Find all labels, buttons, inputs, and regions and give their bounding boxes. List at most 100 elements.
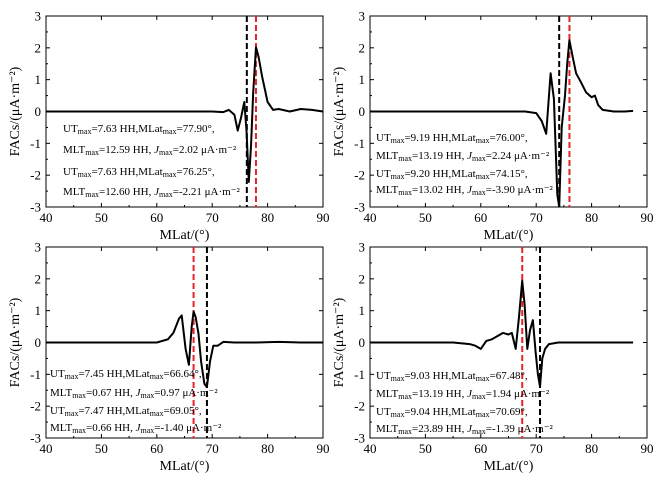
y-tick-label: 2 bbox=[35, 40, 42, 55]
annotation-line-ut: UTmax=7.47 HH,MLatmax=69.05°, bbox=[50, 405, 202, 418]
mlat-value: =66.64°, bbox=[164, 368, 202, 380]
mlt-value: =12.59 HH, bbox=[99, 144, 154, 156]
mlat-value: =74.15°, bbox=[490, 168, 528, 180]
mlt-value: =13.19 HH, bbox=[412, 388, 467, 400]
mlat-value: =70.69°, bbox=[490, 406, 528, 418]
ut-subscript: max bbox=[65, 372, 79, 381]
panel-4: 40 50 60 70 80 90 -3 -2 -1 0 1 2 3 MLat/(°) FACs/(μA·m… bbox=[332, 240, 654, 475]
panel-3: 40 50 60 70 80 90 -3 -2 -1 0 1 2 3 MLat/(°) FACs/(μA·m… bbox=[8, 240, 330, 475]
ut-label: UT bbox=[376, 132, 391, 144]
y-tick-label: 1 bbox=[359, 72, 366, 87]
y-tick-label: -1 bbox=[30, 367, 41, 382]
j-value: =2.02 μA·m⁻² bbox=[173, 144, 237, 156]
y-tick-label: 2 bbox=[359, 271, 366, 286]
x-tick-label: 40 bbox=[40, 210, 53, 225]
y-axis-label: FACs/(μA·m⁻²) bbox=[332, 297, 347, 387]
mlt-value: =13.02 HH, bbox=[412, 184, 467, 196]
y-tick-label: -1 bbox=[30, 136, 41, 151]
j-value: =0.97 μA·m⁻² bbox=[154, 387, 218, 399]
j-label: J bbox=[136, 422, 142, 434]
ut-label: UT bbox=[376, 370, 391, 382]
y-tick-label: 1 bbox=[359, 303, 366, 318]
panel-2: 40 50 60 70 80 90 -3 -2 -1 0 1 2 3 MLat/(°) FACs/(μA·m… bbox=[332, 9, 654, 244]
y-tick-label: -1 bbox=[354, 367, 365, 382]
j-subscript: max bbox=[472, 392, 486, 401]
annotation-line-mlt: MLTmax=12.60 HH, Jmax=-2.21 μA·m⁻² bbox=[63, 186, 240, 199]
ut-subscript: max bbox=[391, 136, 405, 145]
j-value: =1.94 μA·m⁻² bbox=[486, 388, 550, 400]
annotation-line-ut: UTmax=7.45 HH,MLatmax=66.64°, bbox=[50, 368, 202, 381]
x-tick-label: 60 bbox=[150, 441, 163, 456]
ut-subscript: max bbox=[65, 409, 79, 418]
facs-line bbox=[46, 46, 323, 183]
y-tick-label: 3 bbox=[359, 9, 366, 24]
j-value: =-3.90 μA·m⁻² bbox=[486, 184, 554, 196]
mlat-subscript: max bbox=[150, 409, 164, 418]
x-tick-label: 90 bbox=[641, 210, 654, 225]
mlt-subscript: max bbox=[398, 427, 412, 436]
y-tick-label: 0 bbox=[359, 335, 366, 350]
x-axis-label: MLat/(°) bbox=[484, 459, 534, 474]
mlt-value: =13.19 HH, bbox=[412, 150, 467, 162]
mlat-value: =69.05°, bbox=[164, 405, 202, 417]
j-subscript: max bbox=[472, 188, 486, 197]
y-tick-label: 3 bbox=[35, 240, 42, 255]
y-tick-label: 1 bbox=[35, 72, 42, 87]
mlat-subscript: max bbox=[476, 172, 490, 181]
y-axis-label: FACs/(μA·m⁻²) bbox=[8, 66, 23, 156]
facs-line bbox=[46, 310, 323, 389]
x-tick-label: 60 bbox=[474, 441, 487, 456]
y-tick-label: -3 bbox=[354, 431, 365, 446]
x-axis-label: MLat/(°) bbox=[484, 228, 534, 243]
mlat-value: =76.00°, bbox=[490, 132, 528, 144]
x-tick-label: 50 bbox=[95, 210, 108, 225]
x-axis-label: MLat/(°) bbox=[160, 459, 210, 474]
j-label: J bbox=[467, 423, 473, 435]
j-label: J bbox=[154, 144, 160, 156]
mlat-subscript: max bbox=[163, 170, 177, 179]
mlt-label: MLT bbox=[376, 184, 398, 196]
ut-value: =7.63 HH,MLat bbox=[91, 123, 162, 135]
y-tick-label: -2 bbox=[354, 168, 365, 183]
ut-value: =9.20 HH,MLat bbox=[404, 168, 475, 180]
annotation-line-mlt: MLTmax=23.89 HH, Jmax=-1.39 μA·m⁻² bbox=[376, 423, 553, 436]
j-label: J bbox=[467, 150, 473, 162]
annotation-line-ut: UTmax=7.63 HH,MLatmax=77.90°, bbox=[63, 123, 215, 136]
j-subscript: max bbox=[140, 426, 154, 435]
y-tick-label: -2 bbox=[30, 399, 41, 414]
mlat-subscript: max bbox=[476, 410, 490, 419]
y-tick-label: -3 bbox=[354, 200, 365, 215]
x-tick-label: 70 bbox=[206, 210, 219, 225]
x-tick-label: 90 bbox=[317, 441, 330, 456]
mlt-label: MLT bbox=[376, 423, 398, 435]
mlat-subscript: max bbox=[476, 136, 490, 145]
annotation-line-ut: UTmax=9.19 HH,MLatmax=76.00°, bbox=[376, 132, 528, 145]
x-tick-label: 50 bbox=[419, 210, 432, 225]
mlt-label: MLT bbox=[50, 422, 72, 434]
y-tick-label: 2 bbox=[35, 271, 42, 286]
y-tick-label: -2 bbox=[30, 168, 41, 183]
mlat-value: =77.90°, bbox=[177, 123, 215, 135]
x-tick-label: 60 bbox=[150, 210, 163, 225]
mlt-value: =12.60 HH, bbox=[99, 186, 154, 198]
j-value: =-1.39 μA·m⁻² bbox=[486, 423, 554, 435]
y-tick-label: -3 bbox=[30, 200, 41, 215]
y-tick-label: -2 bbox=[354, 399, 365, 414]
y-tick-label: 3 bbox=[359, 240, 366, 255]
annotation-line-ut: UTmax=9.20 HH,MLatmax=74.15°, bbox=[376, 168, 528, 181]
mlt-subscript: max bbox=[398, 188, 412, 197]
panel-1: 40 50 60 70 80 90 -3 -2 -1 0 1 2 3 MLat/(°) FACs/(μA·m… bbox=[8, 9, 330, 244]
mlt-value: =0.66 HH, bbox=[86, 422, 136, 434]
j-subscript: max bbox=[140, 391, 154, 400]
ut-label: UT bbox=[50, 368, 65, 380]
j-value: =2.24 μA·m⁻² bbox=[486, 150, 550, 162]
y-tick-label: 1 bbox=[35, 303, 42, 318]
j-value: =-1.40 μA·m⁻² bbox=[154, 422, 222, 434]
facs-line bbox=[370, 279, 634, 388]
j-label: J bbox=[467, 388, 473, 400]
y-tick-label: 0 bbox=[359, 104, 366, 119]
j-label: J bbox=[154, 186, 160, 198]
ut-subscript: max bbox=[78, 127, 92, 136]
mlat-subscript: max bbox=[163, 127, 177, 136]
